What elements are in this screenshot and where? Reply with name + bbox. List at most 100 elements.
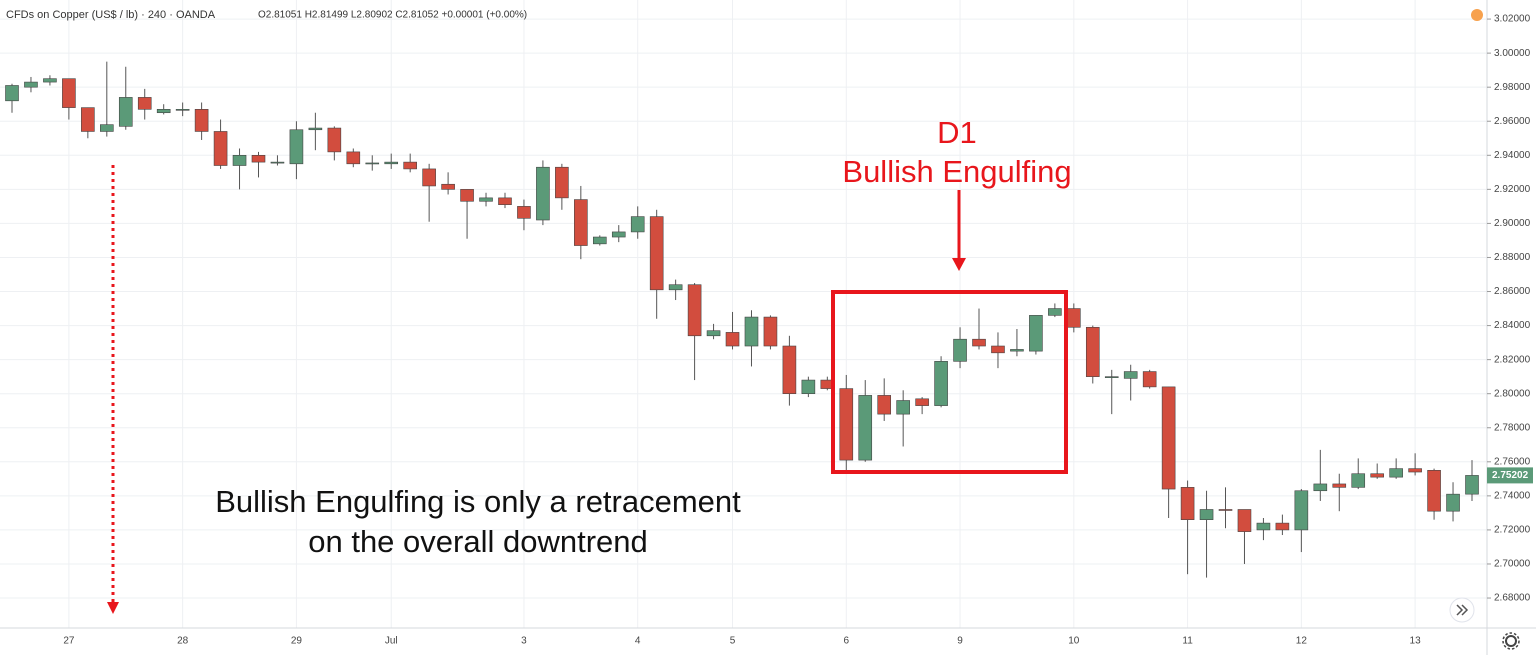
- annotation: D1: [937, 115, 977, 150]
- candle-body: [194, 109, 209, 132]
- candle-body: [744, 316, 759, 347]
- x-tick-label: 6: [844, 636, 850, 647]
- candle-body: [1199, 509, 1214, 521]
- candle-body: [1313, 483, 1328, 492]
- y-tick-label: 2.68000: [1494, 593, 1531, 604]
- candle-body: [763, 316, 778, 347]
- candle-body: [611, 231, 626, 238]
- y-tick-label: 2.76000: [1494, 456, 1531, 467]
- y-tick-label: 2.96000: [1494, 116, 1531, 127]
- candle-body: [1180, 487, 1195, 521]
- candle-body: [1294, 490, 1309, 531]
- candle-body: [43, 78, 57, 83]
- y-tick-label: 2.90000: [1494, 218, 1531, 229]
- arrow-head: [952, 258, 966, 271]
- scroll-button[interactable]: [1449, 597, 1475, 623]
- candle-body: [1351, 473, 1366, 488]
- x-tick-label: 11: [1182, 636, 1193, 647]
- x-tick-label: 10: [1068, 636, 1080, 647]
- candles: [5, 61, 1479, 578]
- candle-body: [365, 162, 380, 165]
- candle-body: [346, 151, 361, 165]
- candle-body: [137, 97, 152, 110]
- candle-body: [498, 197, 512, 205]
- y-tick-label: 2.84000: [1494, 320, 1531, 331]
- candle-body: [687, 284, 702, 337]
- y-tick-label: 2.72000: [1494, 525, 1531, 536]
- candle-body: [1029, 315, 1043, 352]
- candle-body: [1370, 473, 1384, 478]
- candle-body: [972, 338, 986, 347]
- candle-body: [649, 216, 664, 291]
- y-tick-label: 2.94000: [1494, 150, 1531, 161]
- x-tick-label: 4: [635, 636, 641, 647]
- candle-body: [1332, 483, 1347, 488]
- y-tick-label: 3.00000: [1494, 48, 1531, 59]
- candle-body: [479, 197, 493, 202]
- candle-body: [574, 199, 588, 246]
- x-tick-label: 29: [291, 636, 303, 647]
- highlight-box: [831, 290, 1068, 474]
- y-tick-label: 2.78000: [1494, 422, 1531, 433]
- candle-body: [1161, 386, 1176, 490]
- candle-body: [81, 107, 95, 132]
- candle-body: [441, 183, 455, 190]
- candle-body: [877, 395, 892, 415]
- candle-body: [953, 338, 967, 362]
- y-tick-label: 3.02000: [1494, 14, 1531, 25]
- candle-body: [422, 168, 436, 187]
- candle-body: [384, 161, 399, 165]
- candle-body: [630, 216, 645, 233]
- x-tick-label: 9: [957, 636, 963, 647]
- candle-body: [308, 127, 323, 131]
- x-tick-label: 28: [177, 636, 189, 647]
- x-tick-label: 12: [1296, 636, 1308, 647]
- candle-body: [62, 78, 76, 108]
- candle-body: [175, 109, 190, 111]
- candle-body: [1408, 468, 1422, 473]
- grid: [0, 0, 1487, 628]
- candle-body: [24, 81, 38, 88]
- candle-body: [1427, 470, 1441, 512]
- candle-body: [1142, 371, 1157, 388]
- candle-body: [858, 395, 873, 461]
- ohlc-legend: O2.81051 H2.81499 L2.80902 C2.81052 +0.0…: [258, 10, 527, 21]
- candle-body: [725, 332, 740, 347]
- candle-body: [1123, 371, 1138, 379]
- candle-body: [118, 97, 133, 127]
- candle-body: [896, 400, 910, 415]
- candle-body: [592, 236, 607, 245]
- candle-body: [1465, 475, 1479, 495]
- candle-body: [1218, 509, 1233, 511]
- candle-body: [251, 154, 266, 163]
- y-tick-label: 2.88000: [1494, 252, 1531, 263]
- x-tick-label: Jul: [385, 636, 398, 647]
- candle-body: [517, 206, 531, 219]
- candle-body: [1389, 468, 1403, 478]
- candle-body: [270, 161, 285, 164]
- candle-body: [801, 379, 816, 394]
- candle-body: [1104, 376, 1119, 378]
- settings-icon[interactable]: [1502, 632, 1520, 650]
- candle-body: [668, 284, 683, 291]
- candle-body: [5, 85, 19, 102]
- candle-body: [934, 361, 948, 406]
- x-tick-label: 3: [521, 636, 527, 647]
- candle-body: [839, 388, 854, 461]
- y-tick-label: 2.98000: [1494, 82, 1531, 93]
- chart-title: CFDs on Copper (US$ / lb) · 240 · OANDA: [6, 9, 216, 21]
- annotation: Bullish Engulfing: [842, 154, 1071, 189]
- y-tick-label: 2.86000: [1494, 286, 1531, 297]
- candle-body: [232, 154, 247, 166]
- y-tick-label: 2.92000: [1494, 184, 1531, 195]
- candle-body: [706, 330, 721, 337]
- candle-body: [100, 124, 114, 132]
- candle-body: [156, 109, 171, 114]
- x-tick-label: 13: [1410, 636, 1422, 647]
- y-tick-label: 2.70000: [1494, 559, 1531, 570]
- candle-body: [1275, 522, 1290, 531]
- alert-icon[interactable]: [1471, 9, 1483, 21]
- dotted-arrow-head: [107, 602, 119, 614]
- last-price-tag: [1487, 467, 1533, 484]
- candle-body: [1085, 326, 1100, 377]
